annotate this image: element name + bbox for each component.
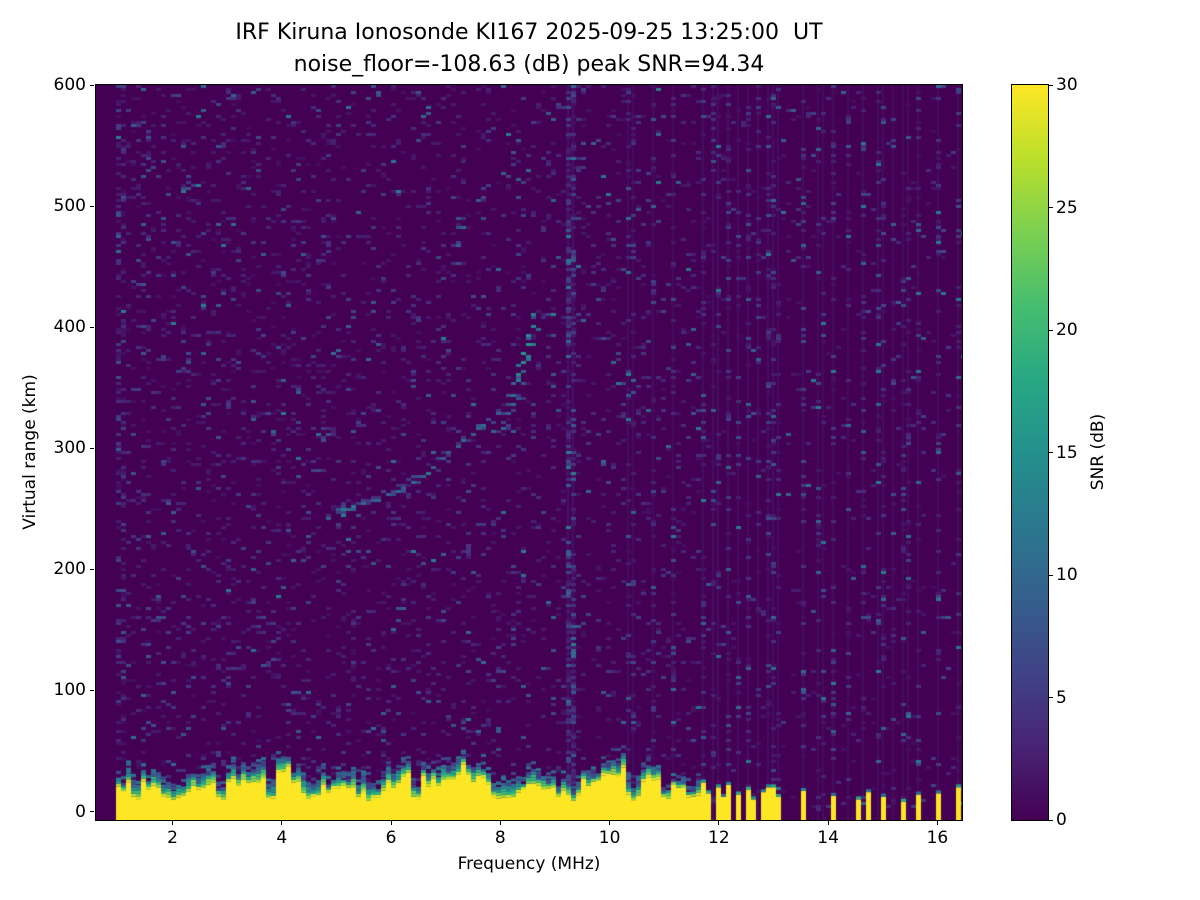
colorbar-tick (1049, 329, 1053, 331)
x-tick (718, 821, 720, 825)
plot-area (95, 84, 963, 821)
y-tick-label: 100 (53, 680, 86, 701)
y-tick-label: 300 (53, 438, 86, 459)
x-tick-label: 10 (598, 828, 621, 848)
colorbar-tick-label: 20 (1056, 320, 1078, 340)
y-tick (90, 689, 94, 691)
chart-title: IRF Kiruna Ionosonde KI167 2025-09-25 13… (235, 20, 823, 45)
x-tick (499, 821, 501, 825)
x-tick-label: 16 (926, 828, 949, 848)
y-tick-label: 500 (53, 196, 86, 217)
colorbar-tick (1049, 84, 1053, 86)
colorbar-tick-label: 0 (1056, 810, 1067, 830)
x-tick-label: 14 (817, 828, 839, 848)
y-tick (90, 568, 94, 570)
colorbar (1011, 84, 1049, 821)
x-tick (171, 821, 173, 825)
x-tick (827, 821, 829, 825)
colorbar-tick-label: 15 (1056, 442, 1078, 463)
ionogram-heatmap (96, 85, 962, 820)
chart-subtitle: noise_floor=-108.63 (dB) peak SNR=94.34 (293, 52, 765, 77)
x-tick-label: 2 (167, 828, 178, 848)
y-tick-label: 600 (53, 75, 86, 95)
y-tick (90, 84, 94, 86)
colorbar-tick-label: 5 (1056, 687, 1067, 708)
y-tick (90, 326, 94, 328)
x-tick-label: 8 (494, 828, 506, 848)
x-axis-label: Frequency (MHz) (457, 854, 601, 874)
colorbar-tick (1049, 697, 1053, 698)
y-tick (90, 447, 94, 449)
x-tick (281, 821, 283, 825)
colorbar-tick (1049, 819, 1053, 821)
colorbar-tick-label: 25 (1056, 197, 1078, 218)
colorbar-tick-label: 10 (1056, 565, 1078, 585)
y-tick (90, 811, 94, 813)
x-tick (609, 821, 611, 825)
x-tick-label: 6 (385, 828, 397, 848)
colorbar-tick (1049, 574, 1053, 576)
colorbar-tick (1049, 207, 1053, 208)
colorbar-tick (1049, 452, 1053, 453)
colorbar-tick-label: 30 (1056, 75, 1078, 95)
colorbar-gradient (1012, 85, 1048, 820)
y-tick-label: 200 (53, 559, 86, 580)
x-tick-label: 12 (708, 828, 730, 848)
x-tick-label: 4 (276, 828, 288, 848)
y-tick (90, 205, 94, 207)
x-tick (936, 821, 938, 825)
x-tick (390, 821, 392, 825)
y-tick-label: 0 (75, 801, 86, 822)
y-tick-label: 400 (53, 317, 86, 338)
